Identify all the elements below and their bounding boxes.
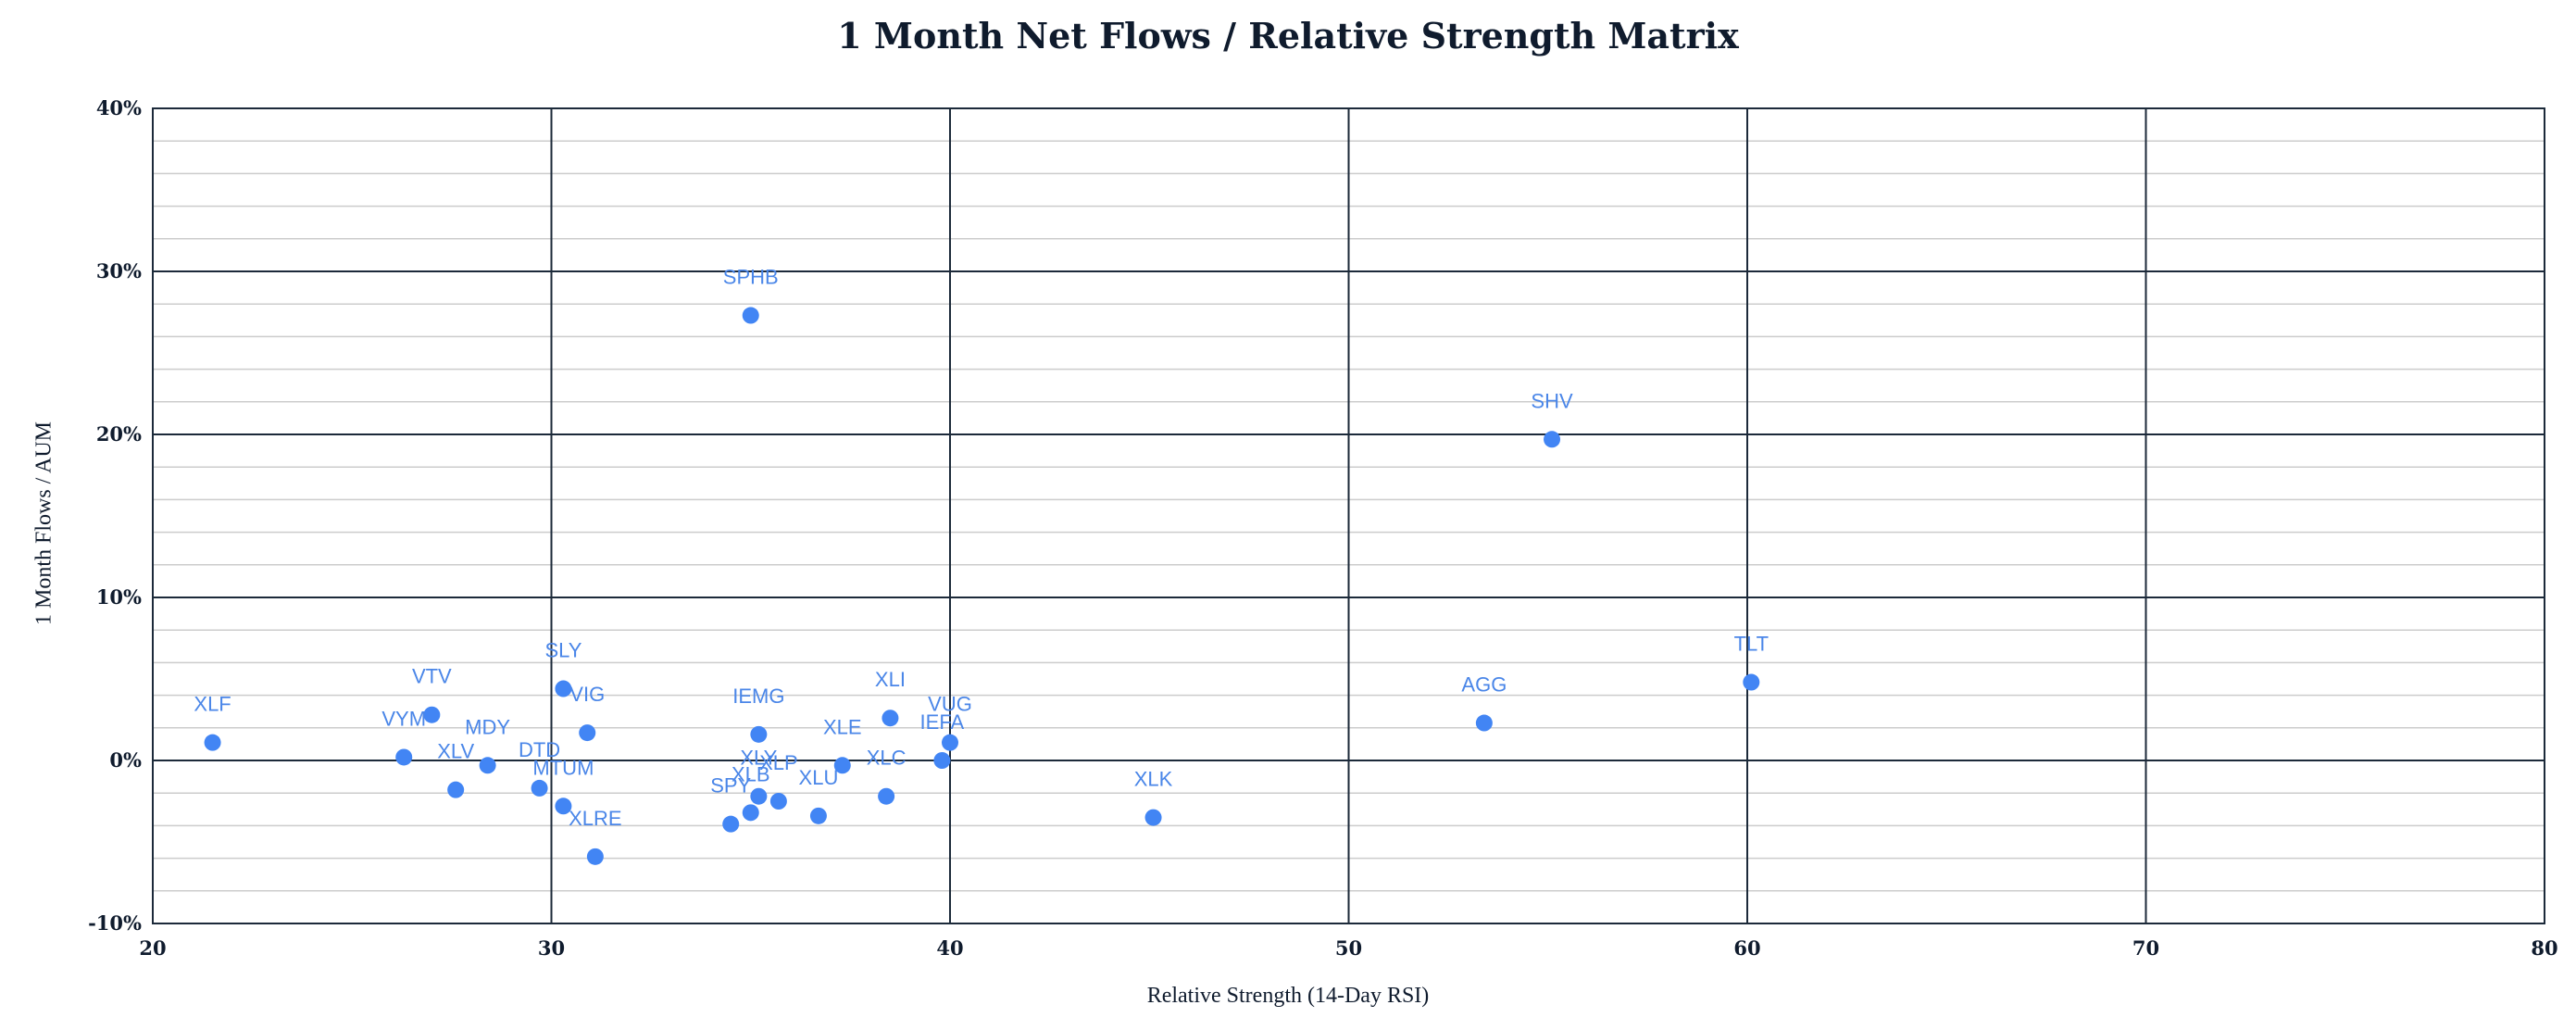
point-label: XLK — [1134, 768, 1173, 791]
x-axis-title: Relative Strength (14-Day RSI) — [1146, 984, 1430, 1008]
x-tick-label: 30 — [538, 936, 565, 960]
data-point[interactable] — [479, 757, 496, 774]
point-label: XLB — [732, 762, 770, 785]
point-label: XLF — [194, 693, 231, 716]
x-tick-label: 50 — [1335, 936, 1362, 960]
axis-ticks: 20 30 40 50 60 70 80 -10% 0% 10% 20% 30% 40% — [88, 96, 2558, 960]
data-point[interactable] — [933, 752, 951, 769]
x-tick-label: 70 — [2132, 936, 2159, 960]
point-label: AGG — [1461, 673, 1507, 697]
x-tick-label: 20 — [139, 936, 166, 960]
point-label: IEMG — [732, 685, 784, 708]
point-label: XLV — [437, 740, 474, 763]
y-tick-label: -10% — [88, 911, 142, 935]
plot-border — [152, 107, 2545, 924]
data-point[interactable] — [1144, 809, 1162, 826]
data-point[interactable] — [395, 748, 413, 766]
point-label: IEFA — [920, 710, 965, 734]
data-point[interactable] — [1475, 714, 1493, 732]
point-label: SLY — [544, 639, 581, 662]
data-point[interactable] — [882, 710, 899, 727]
data-point[interactable] — [878, 787, 895, 805]
data-point[interactable] — [447, 781, 465, 798]
point-label: VIG — [569, 683, 605, 706]
data-point[interactable] — [586, 848, 604, 865]
point-label: MDY — [465, 715, 510, 738]
data-point[interactable] — [742, 804, 759, 822]
data-point[interactable] — [742, 307, 759, 324]
y-tick-label: 40% — [96, 96, 142, 119]
y-tick-label: 30% — [96, 259, 142, 283]
x-tick-label: 80 — [2531, 936, 2557, 960]
point-label: VTV — [412, 665, 452, 688]
data-point[interactable] — [809, 807, 827, 824]
point-label: XLC — [867, 747, 907, 770]
point-label: TLT — [1734, 633, 1769, 656]
data-point[interactable] — [423, 706, 441, 723]
x-tick-label: 40 — [936, 936, 963, 960]
point-label: XLU — [799, 766, 839, 789]
data-point[interactable] — [204, 734, 221, 751]
y-tick-label: 0% — [109, 748, 142, 772]
point-label: XLY — [740, 747, 777, 770]
point-label: XLRE — [569, 807, 621, 830]
point-label: SHV — [1531, 389, 1573, 412]
point-label: SPY — [710, 774, 751, 798]
data-point[interactable] — [750, 725, 768, 743]
point-label: SPHB — [723, 266, 779, 289]
point-label: XLE — [823, 715, 862, 738]
grid-lines — [152, 107, 2545, 924]
y-tick-label: 20% — [96, 422, 142, 446]
data-point[interactable] — [722, 815, 740, 833]
data-point[interactable] — [769, 793, 787, 810]
data-point[interactable] — [942, 734, 958, 751]
data-point[interactable] — [531, 779, 548, 797]
x-tick-label: 60 — [1733, 936, 1760, 960]
data-point[interactable] — [555, 798, 572, 815]
chart-title: 1 Month Net Flows / Relative Strength Ma… — [837, 15, 1739, 57]
data-point[interactable] — [1544, 431, 1561, 448]
data-point[interactable] — [750, 787, 768, 805]
point-label: VUG — [928, 693, 972, 716]
point-label: XLI — [875, 668, 906, 691]
point-label: MTUM — [532, 756, 594, 779]
data-point[interactable] — [1743, 673, 1760, 691]
point-label: VYM — [381, 707, 426, 730]
data-point[interactable] — [555, 680, 572, 697]
data-point[interactable] — [833, 757, 851, 774]
data-point[interactable] — [579, 724, 596, 742]
point-label: DTD — [519, 738, 560, 761]
point-label: XLP — [759, 751, 798, 774]
y-tick-label: 10% — [96, 585, 142, 609]
